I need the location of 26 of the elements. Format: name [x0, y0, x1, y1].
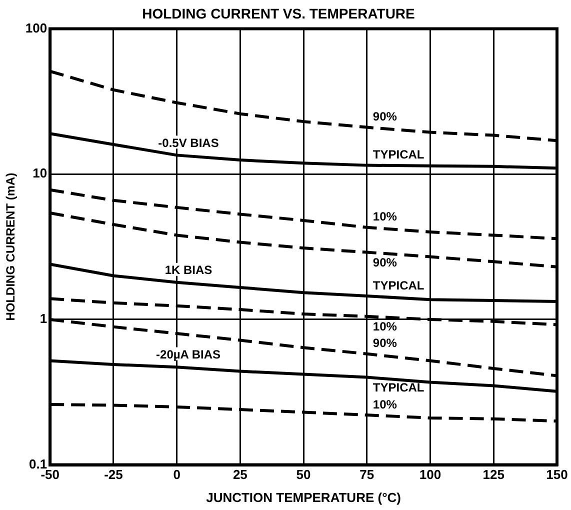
annotation: -20µA BIAS [156, 348, 221, 362]
x-tick-label: 125 [482, 467, 504, 482]
x-tick-label: 25 [232, 467, 248, 482]
series-label: 10% [372, 397, 398, 412]
y-tick-label: 1 [40, 311, 48, 326]
series-label: 10% [372, 320, 398, 334]
series-label: 10% [372, 210, 398, 224]
x-tick-label: 0 [173, 467, 180, 482]
x-tick-label: 150 [546, 467, 568, 482]
x-axis-title: JUNCTION TEMPERATURE (°C) [206, 490, 401, 505]
series-label: TYPICAL [372, 148, 424, 162]
y-tick-label: 10 [32, 166, 48, 181]
annotation: 1K BIAS [164, 263, 212, 278]
series-label: 90% [372, 256, 398, 270]
x-tick-label: 100 [419, 467, 442, 482]
series-label: 90% [372, 336, 398, 350]
chart-title: HOLDING CURRENT VS. TEMPERATURE [142, 5, 415, 22]
series-label: 90% [372, 110, 398, 124]
series-label: TYPICAL [372, 278, 424, 292]
annotation: -0.5V BIAS [158, 136, 219, 150]
series-label: TYPICAL [372, 380, 424, 395]
x-tick-label: 75 [360, 467, 374, 482]
x-tick-label: 50 [296, 467, 311, 482]
y-tick-label: 100 [25, 20, 48, 36]
y-axis-title: HOLDING CURRENT (mA) [4, 172, 18, 321]
x-tick-label: -25 [104, 467, 123, 482]
